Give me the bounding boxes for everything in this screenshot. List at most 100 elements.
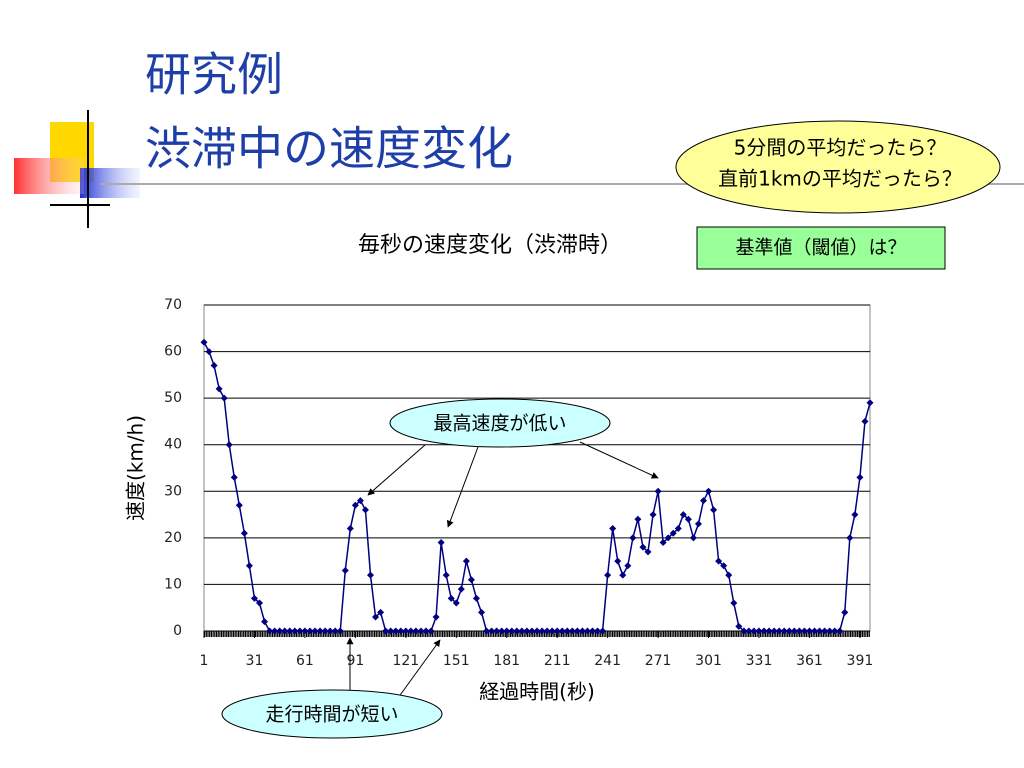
data-point [583,627,591,635]
data-point [735,622,743,630]
callout-text: 走行時間が短い [265,704,398,726]
data-point [296,627,304,635]
slide-title: 研究例 [145,48,283,102]
data-point [609,525,617,533]
x-tick-label: 151 [443,653,470,669]
data-point [447,594,455,602]
data-point [412,627,420,635]
arrows [346,441,659,700]
data-point [422,627,430,635]
data-point [452,599,460,607]
data-point [392,627,400,635]
data-point [760,627,768,635]
x-tick-label: 391 [847,653,874,669]
plot: 0 10 20 30 40 50 60 70 1 31 61 91 121 151 181 211 241 271… [164,297,874,669]
data-point [457,585,465,593]
y-tick-label: 40 [164,437,182,453]
data-point [720,562,728,570]
data-point [594,627,602,635]
x-tick-label: 361 [796,653,823,669]
data-point [387,627,395,635]
data-point [331,627,339,635]
data-point [634,515,642,523]
data-point [266,627,274,635]
data-point [659,539,667,547]
data-point [215,385,223,393]
data-point [578,627,586,635]
data-point [725,571,733,579]
data-point [336,627,344,635]
data-point [478,608,485,616]
data-point [826,627,834,635]
x-tick-label: 1 [200,653,209,669]
data-point [624,562,632,570]
data-point [573,627,581,635]
data-point [311,627,319,635]
x-tick-label: 121 [392,653,419,669]
x-tick-label: 241 [594,653,621,669]
data-point [351,501,359,509]
data-point [397,627,405,635]
data-point [629,534,637,542]
x-tick-label: 181 [493,653,520,669]
data-point [462,557,470,565]
data-point [599,627,607,635]
callout-bubble [675,120,1001,214]
data-point [679,511,687,519]
y-tick-label: 20 [164,530,182,546]
data-point [775,627,783,635]
data-point [361,506,369,514]
data-point [614,557,622,565]
data-point [548,627,556,635]
data-point [866,399,874,407]
data-point [790,627,798,635]
y-tick-label: 50 [164,390,182,406]
data-point [235,501,243,509]
data-point [301,627,309,635]
data-point [745,627,753,635]
chart-title: 毎秒の速度変化（渋滞時） [358,233,622,258]
data-point [513,627,521,635]
data-point [785,627,793,635]
callout-text: 5分間の平均だったら？ [734,136,947,160]
data-point [846,534,854,542]
data-point [705,487,713,495]
data-point [442,571,450,579]
data-point [553,627,561,635]
x-tick-label: 91 [346,653,364,669]
callout-text: 直前1kmの平均だったら？ [718,167,962,191]
data-point [669,529,677,537]
data-point [558,627,566,635]
data-point [740,627,748,635]
data-point [316,627,324,635]
data-point [700,497,707,505]
data-point [851,511,859,519]
data-point [770,627,778,635]
data-point [543,627,551,635]
data-point [220,394,228,402]
data-point [816,627,824,635]
data-point [245,562,253,570]
slide-title: 渋滞中の速度変化 [145,122,513,176]
data-point [286,627,294,635]
y-tick-label: 0 [173,623,182,639]
x-tick-label: 301 [695,653,722,669]
data-point [805,627,813,635]
x-tick-label: 331 [746,653,773,669]
data-point [437,539,445,547]
y-tick-label: 30 [164,483,182,499]
data-point [488,627,496,635]
plot-area [203,304,871,632]
data-point [654,487,662,495]
data-point [780,627,788,635]
data-point [271,627,279,635]
data-point [417,627,425,635]
data-point [528,627,536,635]
data-point [589,627,596,635]
callout-box [696,226,946,270]
data-point [856,473,864,481]
y-tick-label: 70 [164,297,182,313]
data-point [694,520,702,528]
data-point [800,627,808,635]
